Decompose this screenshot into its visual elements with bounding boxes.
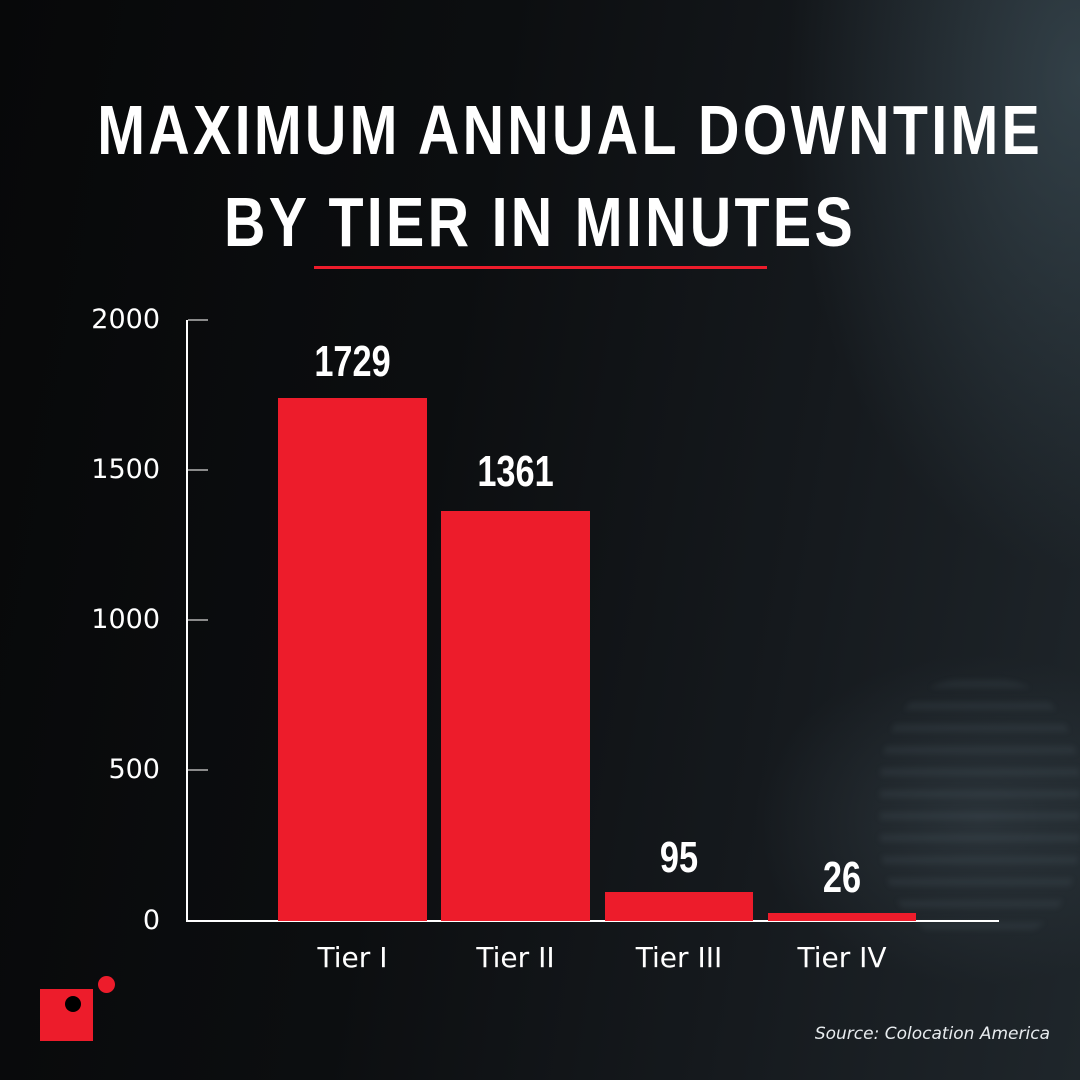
y-tick-500 xyxy=(188,769,208,771)
chart-title-line-2: BY TIER IN MINUTES xyxy=(223,183,857,261)
logo-hole xyxy=(65,996,81,1012)
x-axis xyxy=(186,920,999,922)
title-underline xyxy=(314,266,767,269)
y-axis xyxy=(186,320,188,922)
y-tick-label: 1500 xyxy=(91,454,160,485)
chart-title: MAXIMUM ANNUAL DOWNTIME BY TIER IN MINUT… xyxy=(97,84,1044,268)
x-tick-label: Tier III xyxy=(635,941,723,974)
y-tick-1500 xyxy=(188,469,208,471)
x-tick-label: Tier I xyxy=(317,941,388,974)
bar-value-label: 95 xyxy=(659,833,699,882)
background-texture xyxy=(880,680,1080,940)
bar-tier-4 xyxy=(768,913,916,921)
y-tick-label: 500 xyxy=(108,754,160,785)
logo-dot xyxy=(98,976,115,993)
bar-value-label: 26 xyxy=(822,853,862,902)
bar-tier-3 xyxy=(605,892,753,921)
x-tick-label: Tier II xyxy=(476,941,555,974)
chart-title-line-1: MAXIMUM ANNUAL DOWNTIME xyxy=(97,91,1044,169)
bar-value-label: 1729 xyxy=(314,337,391,386)
y-tick-label: 2000 xyxy=(91,304,160,335)
y-tick-1000 xyxy=(188,619,208,621)
bar-value-label: 1361 xyxy=(477,447,554,496)
y-tick-label: 1000 xyxy=(91,604,160,635)
bar-tier-2 xyxy=(441,511,590,921)
x-tick-label: Tier IV xyxy=(797,941,887,974)
source-caption: Source: Colocation America xyxy=(814,1024,1050,1044)
logo-square xyxy=(40,989,93,1041)
bar-tier-1 xyxy=(278,398,427,921)
y-tick-2000 xyxy=(188,319,208,321)
y-tick-label: 0 xyxy=(142,905,160,936)
